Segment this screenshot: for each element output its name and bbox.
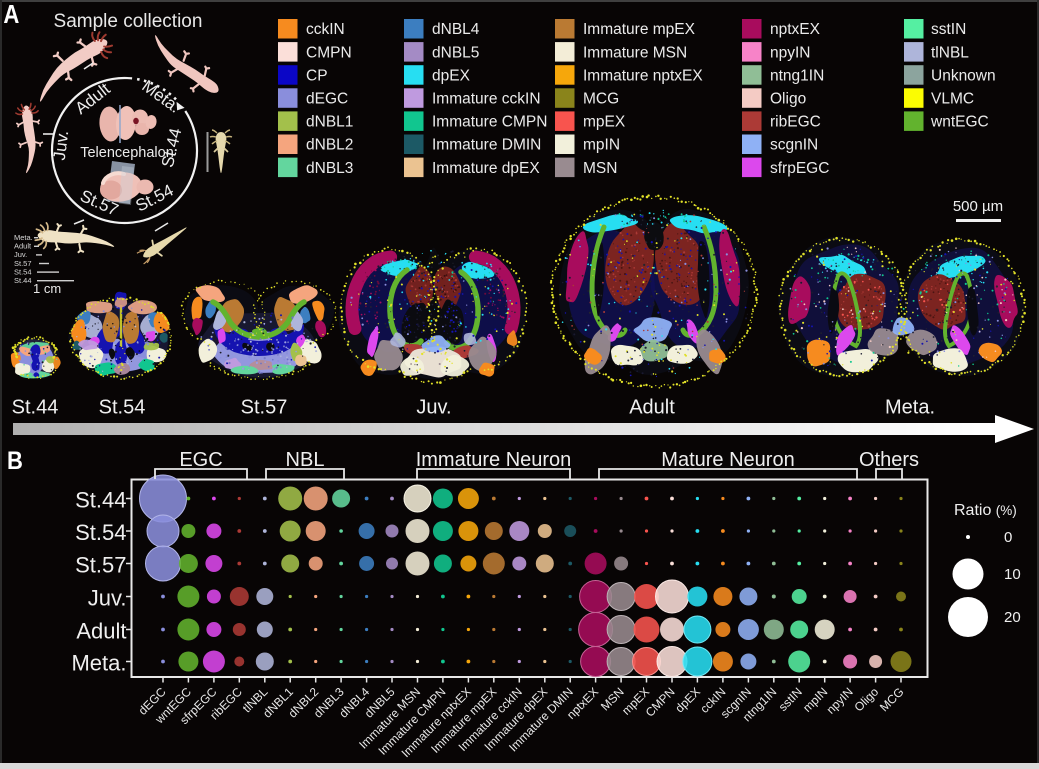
svg-text:tlNBL: tlNBL [931, 44, 969, 61]
svg-text:dNBL2: dNBL2 [306, 137, 353, 154]
svg-text:npyIN: npyIN [770, 44, 811, 61]
svg-text:CP: CP [306, 67, 328, 84]
svg-text:Oligo: Oligo [770, 91, 806, 108]
svg-text:Meta.: Meta. [14, 233, 33, 242]
svg-text:Immature MSN: Immature MSN [583, 44, 687, 61]
svg-text:Adult: Adult [14, 242, 32, 251]
svg-text:St.57: St.57 [241, 397, 288, 419]
svg-text:St.57: St.57 [14, 259, 32, 268]
svg-text:ribEGC: ribEGC [770, 114, 821, 131]
svg-text:wntEGC: wntEGC [930, 114, 989, 131]
svg-text:ntng1IN: ntng1IN [770, 67, 824, 84]
svg-text:dNBL3: dNBL3 [306, 160, 353, 177]
svg-text:Juv.: Juv. [88, 586, 127, 611]
svg-text:St.54: St.54 [75, 520, 126, 545]
svg-text:dNBL5: dNBL5 [432, 44, 479, 61]
svg-text:Meta.: Meta. [71, 651, 126, 676]
svg-text:Immature CMPN: Immature CMPN [432, 114, 547, 131]
svg-text:1 cm: 1 cm [33, 281, 61, 296]
svg-text:A: A [3, 0, 19, 29]
svg-text:Immature cckIN: Immature cckIN [432, 91, 541, 108]
svg-text:Sample collection: Sample collection [54, 11, 203, 32]
svg-text:Immature nptxEX: Immature nptxEX [583, 67, 703, 84]
svg-text:Juv.: Juv. [14, 250, 27, 259]
svg-text:Adult: Adult [629, 397, 675, 419]
svg-text:St.44: St.44 [12, 397, 59, 419]
svg-text:500 µm: 500 µm [953, 198, 1003, 215]
svg-text:Immature DMIN: Immature DMIN [432, 137, 541, 154]
svg-text:St.57: St.57 [75, 553, 126, 578]
svg-text:Ratio (%): Ratio (%) [954, 502, 1017, 519]
svg-text:dpEX: dpEX [432, 67, 471, 84]
svg-text:EGC: EGC [179, 449, 222, 471]
svg-text:Telencephalon: Telencephalon [80, 145, 174, 161]
svg-text:Juv.: Juv. [50, 129, 73, 161]
svg-text:Adult: Adult [76, 619, 126, 644]
svg-text:dNBL4: dNBL4 [432, 21, 480, 38]
svg-text:Juv.: Juv. [416, 397, 451, 419]
svg-text:mpEX: mpEX [583, 114, 626, 131]
svg-text:Mature Neuron: Mature Neuron [661, 449, 794, 471]
svg-text:VLMC: VLMC [931, 91, 974, 108]
svg-text:St.54: St.54 [99, 397, 146, 419]
svg-text:dNBL1: dNBL1 [306, 114, 353, 131]
svg-text:B: B [7, 447, 23, 475]
svg-text:Unknown: Unknown [931, 67, 996, 84]
svg-text:0: 0 [1004, 529, 1012, 546]
svg-text:Immature mpEX: Immature mpEX [583, 21, 696, 38]
svg-text:St.54: St.54 [14, 267, 32, 276]
svg-text:Immature Neuron: Immature Neuron [416, 449, 572, 471]
svg-text:MSN: MSN [583, 160, 617, 177]
svg-text:St.44: St.44 [14, 276, 32, 285]
svg-text:10: 10 [1004, 566, 1021, 583]
svg-text:MCG: MCG [583, 91, 619, 108]
svg-text:CMPN: CMPN [306, 44, 352, 61]
svg-text:NBL: NBL [286, 449, 325, 471]
svg-text:Meta.: Meta. [885, 397, 935, 419]
svg-text:St.44: St.44 [75, 488, 126, 513]
svg-text:cckIN: cckIN [306, 21, 345, 38]
svg-text:dEGC: dEGC [306, 91, 348, 108]
svg-text:scgnIN: scgnIN [770, 137, 818, 154]
svg-text:sstIN: sstIN [931, 21, 966, 38]
svg-text:Immature dpEX: Immature dpEX [432, 160, 540, 177]
svg-text:sfrpEGC: sfrpEGC [770, 160, 829, 177]
svg-text:20: 20 [1004, 609, 1021, 626]
svg-text:nptxEX: nptxEX [770, 21, 821, 38]
svg-text:mpIN: mpIN [583, 137, 620, 154]
svg-text:Others: Others [859, 449, 919, 471]
